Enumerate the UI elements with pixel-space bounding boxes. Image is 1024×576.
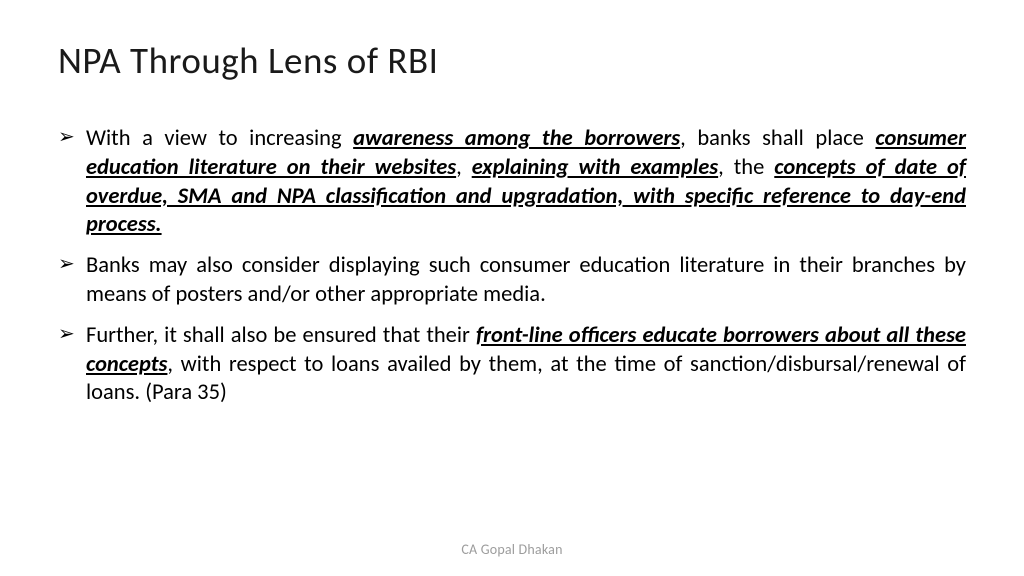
slide: NPA Through Lens of RBI With a view to i… (0, 0, 1024, 576)
bullet-list: With a view to increasing awareness amon… (58, 125, 966, 408)
text-run: , the (718, 154, 774, 181)
text-run: explaining with examples (472, 154, 718, 181)
bullet-item: Banks may also consider displaying such … (58, 252, 966, 310)
text-run: Banks may also consider displaying such … (86, 252, 966, 308)
text-run: , (456, 154, 472, 181)
bullet-item: With a view to increasing awareness amon… (58, 125, 966, 240)
footer-author: CA Gopal Dhakan (0, 541, 1024, 558)
text-run: , banks shall place (680, 125, 875, 152)
text-run: Further, it shall also be ensured that t… (86, 322, 476, 349)
text-run: , with respect to loans availed by them,… (86, 351, 966, 407)
bullet-item: Further, it shall also be ensured that t… (58, 322, 966, 408)
slide-title: NPA Through Lens of RBI (58, 38, 966, 83)
text-run: With a view to increasing (86, 125, 353, 152)
text-run: awareness among the borrowers (353, 125, 680, 152)
